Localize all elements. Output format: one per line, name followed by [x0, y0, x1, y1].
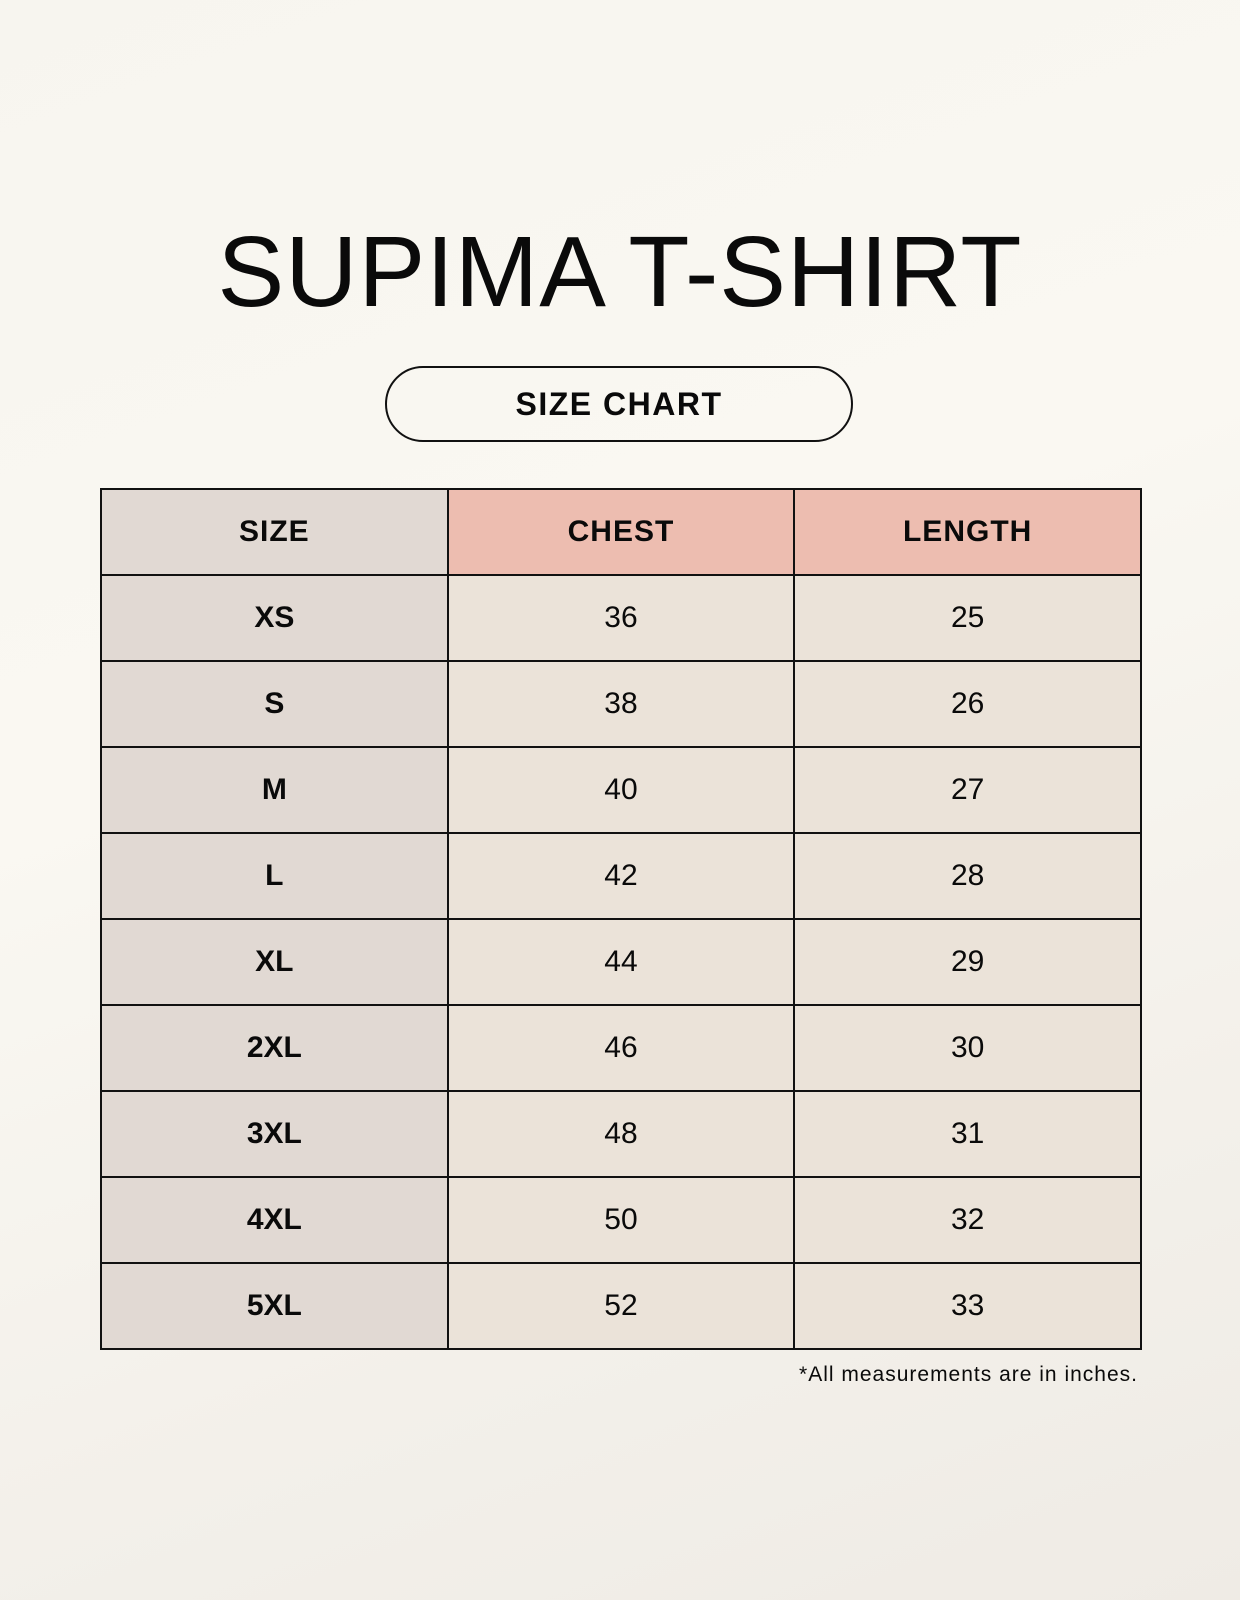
table-row: XL 44 29	[100, 918, 1142, 1006]
cell-size: 5XL	[100, 1262, 449, 1350]
table-row: 5XL 52 33	[100, 1262, 1142, 1350]
cell-length: 26	[793, 660, 1142, 748]
cell-chest: 46	[446, 1004, 796, 1092]
cell-chest: 44	[446, 918, 796, 1006]
cell-size: M	[100, 746, 449, 834]
cell-length: 28	[793, 832, 1142, 920]
cell-length: 31	[793, 1090, 1142, 1178]
table-row: 2XL 46 30	[100, 1004, 1142, 1092]
table-row: 4XL 50 32	[100, 1176, 1142, 1264]
cell-chest: 42	[446, 832, 796, 920]
cell-size: 2XL	[100, 1004, 449, 1092]
cell-size: XS	[100, 574, 449, 662]
cell-length: 32	[793, 1176, 1142, 1264]
page-title: SUPIMA T-SHIRT	[217, 216, 1023, 328]
footnote: *All measurements are in inches.	[799, 1363, 1138, 1386]
size-table: SIZE CHEST LENGTH XS 36 25 S 38 26 M 40 27 L 42 28 X…	[100, 488, 1142, 1350]
size-chart-badge: SIZE CHART	[385, 366, 853, 442]
cell-length: 29	[793, 918, 1142, 1006]
cell-length: 25	[793, 574, 1142, 662]
cell-size: 3XL	[100, 1090, 449, 1178]
cell-chest: 38	[446, 660, 796, 748]
cell-length: 33	[793, 1262, 1142, 1350]
cell-size: S	[100, 660, 449, 748]
table-header-row: SIZE CHEST LENGTH	[100, 488, 1142, 576]
header-size: SIZE	[100, 488, 449, 576]
table-row: S 38 26	[100, 660, 1142, 748]
header-length: LENGTH	[793, 488, 1142, 576]
cell-length: 27	[793, 746, 1142, 834]
cell-size: L	[100, 832, 449, 920]
cell-chest: 52	[446, 1262, 796, 1350]
table-row: M 40 27	[100, 746, 1142, 834]
table-row: XS 36 25	[100, 574, 1142, 662]
cell-size: 4XL	[100, 1176, 449, 1264]
cell-size: XL	[100, 918, 449, 1006]
cell-length: 30	[793, 1004, 1142, 1092]
table-row: 3XL 48 31	[100, 1090, 1142, 1178]
cell-chest: 36	[446, 574, 796, 662]
header-chest: CHEST	[446, 488, 796, 576]
table-row: L 42 28	[100, 832, 1142, 920]
cell-chest: 50	[446, 1176, 796, 1264]
cell-chest: 48	[446, 1090, 796, 1178]
cell-chest: 40	[446, 746, 796, 834]
